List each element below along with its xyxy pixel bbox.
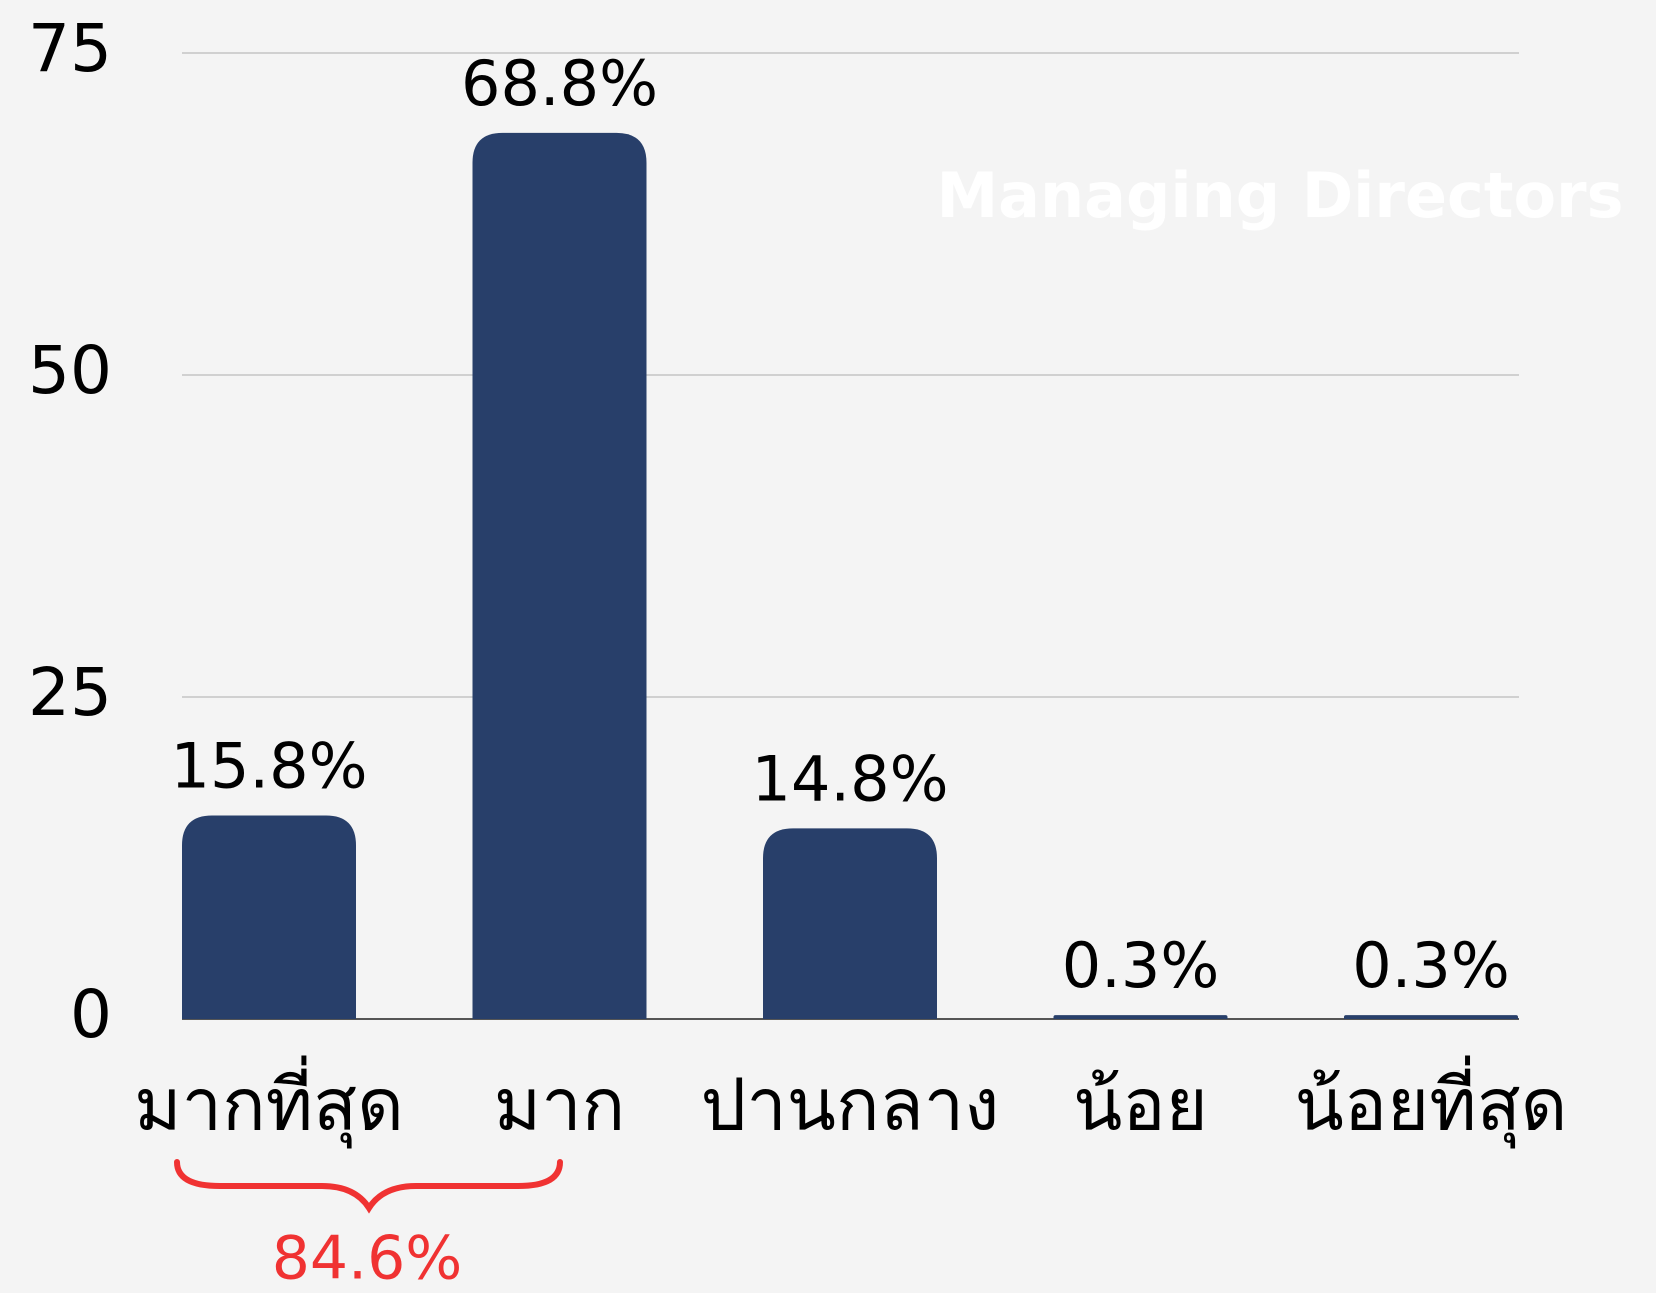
value-label: 14.8%: [752, 742, 949, 815]
bar: [1053, 1015, 1228, 1019]
bar: [182, 815, 356, 1019]
y-tick-label: 25: [28, 654, 112, 731]
watermark: Managing Directors: [936, 159, 1623, 232]
value-label: 15.8%: [171, 730, 368, 803]
bar: [763, 828, 937, 1019]
y-tick-label: 75: [28, 10, 112, 87]
bar: [472, 132, 647, 1019]
x-tick-label: น้อย: [1073, 1063, 1208, 1147]
value-label: 0.3%: [1352, 929, 1510, 1002]
x-tick-label: ปานกลาง: [701, 1063, 1000, 1147]
y-tick-label: 0: [70, 976, 112, 1053]
bar: [1344, 1015, 1518, 1019]
x-tick-label: น้อยที่สุด: [1295, 1056, 1568, 1149]
x-tick-label: มาก: [494, 1063, 625, 1147]
x-tick-label: มากที่สุด: [134, 1056, 404, 1149]
brace: [174, 1159, 563, 1214]
value-label: 68.8%: [461, 47, 658, 120]
annotation: 84.6%: [272, 1224, 463, 1293]
y-tick-label: 50: [28, 332, 112, 409]
value-label: 0.3%: [1062, 929, 1220, 1002]
